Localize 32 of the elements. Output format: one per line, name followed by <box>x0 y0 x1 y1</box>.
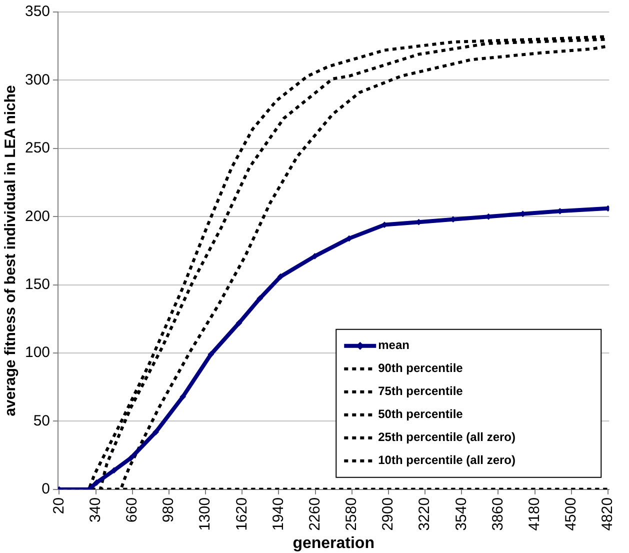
legend-label: 90th percentile <box>378 361 464 376</box>
legend-label: 50th percentile <box>378 407 464 422</box>
y-tick-label: 150 <box>24 276 50 293</box>
x-tick-label: 1300 <box>196 497 214 531</box>
x-tick-label: 3860 <box>489 497 506 531</box>
x-tick-label: 2260 <box>306 497 324 531</box>
x-tick-label: 4820 <box>599 497 616 531</box>
y-tick-label: 250 <box>24 140 50 157</box>
legend-label: 75th percentile <box>378 384 464 398</box>
x-tick-label: 3540 <box>452 497 470 531</box>
x-tick-label: 2580 <box>343 497 360 531</box>
x-tick-label: 1940 <box>270 497 287 531</box>
x-tick-label: 20 <box>50 497 68 514</box>
x-tick-label: 3220 <box>416 497 434 531</box>
y-axis-title: average fitness of best individual in LEA niche <box>2 85 20 416</box>
x-tick-label: 980 <box>160 497 178 522</box>
x-tick-label: 660 <box>123 497 140 522</box>
x-tick-label: 1620 <box>233 497 250 531</box>
y-tick-label: 100 <box>24 344 50 362</box>
legend-label: mean <box>378 338 410 352</box>
y-tick-label: 200 <box>24 208 50 225</box>
x-tick-label: 340 <box>86 497 104 522</box>
y-tick-label: 300 <box>24 71 50 88</box>
legend-label: 10th percentile (all zero) <box>378 453 516 468</box>
y-tick-label: 0 <box>42 480 50 498</box>
x-tick-label: 4180 <box>526 497 543 531</box>
x-axis-title: generation <box>292 534 374 552</box>
x-tick-label: 4500 <box>562 497 580 531</box>
y-tick-label: 50 <box>33 412 50 430</box>
legend-label: 25th percentile (all zero) <box>378 430 516 444</box>
y-tick-label: 350 <box>24 3 50 20</box>
x-tick-label: 2900 <box>380 497 397 531</box>
